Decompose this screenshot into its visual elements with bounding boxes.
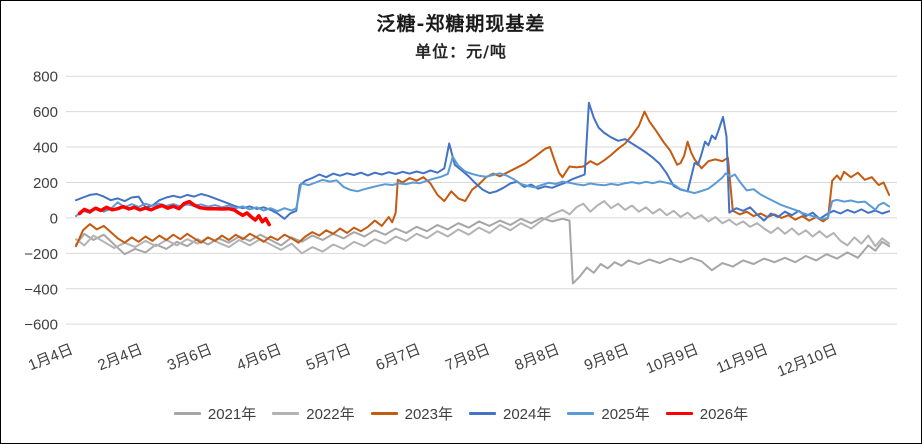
legend-label: 2022年 [306, 406, 355, 423]
legend-label: 2025年 [601, 406, 650, 423]
legend-line-marker [173, 412, 201, 415]
plot-area: 800 600 400 200 0 −200 −400 −600 1月4日 2月4日 3月6日 4月6… [24, 69, 897, 381]
x-axis-tick-label: 10月9日 [644, 341, 701, 377]
legend: 2021年 2022年 2023年 2024年 2025年 2026年 [1, 403, 921, 424]
legend-item-2023: 2023年 [370, 403, 453, 424]
legend-item-2024: 2024年 [469, 403, 551, 424]
series-line-2022 [75, 200, 891, 255]
y-axis-tick-label: −400 [24, 281, 58, 298]
legend-line-marker [469, 412, 496, 415]
legend-label: 2021年 [207, 406, 257, 423]
series-line-2025 [75, 155, 891, 221]
series-line-2023 [75, 110, 891, 248]
x-axis-tick-label: 7月8日 [443, 341, 493, 374]
chart-title: 泛糖-郑糖期现基差 [376, 13, 546, 35]
chart-subtitle: 单位：元/吨 [415, 42, 507, 61]
y-axis-tick-label: 0 [50, 210, 58, 227]
legend-line-marker [272, 412, 300, 415]
y-axis-tick-label: 200 [33, 175, 58, 192]
legend-label: 2026年 [699, 406, 749, 423]
legend-label: 2023年 [404, 406, 453, 423]
y-axis-tick-label: −600 [24, 317, 58, 334]
y-axis-tick-label: −200 [24, 246, 58, 263]
legend-item-2026: 2026年 [665, 403, 749, 424]
legend-line-marker [370, 412, 398, 415]
x-axis-tick-label: 5月7日 [304, 341, 354, 374]
x-axis-tick-label: 12月10日 [775, 341, 840, 381]
y-axis-tick-label: 800 [33, 69, 58, 86]
y-axis-tick-label: 400 [33, 140, 58, 157]
series-line-2021 [75, 216, 891, 285]
series-line-2024 [75, 101, 891, 222]
x-axis-tick-label: 6月7日 [373, 341, 423, 374]
legend-line-marker [567, 412, 595, 415]
legend-line-marker [665, 411, 693, 416]
legend-item-2022: 2022年 [272, 403, 355, 424]
x-axis-tick-label: 8月8日 [512, 341, 562, 374]
y-axis-tick-label: 600 [33, 104, 58, 121]
x-axis-tick-label: 9月8日 [582, 341, 632, 374]
x-axis-tick-label: 3月6日 [165, 341, 215, 374]
legend-item-2025: 2025年 [567, 403, 650, 424]
legend-label: 2024年 [503, 406, 552, 423]
legend-item-2021: 2021年 [173, 403, 257, 424]
x-axis-tick-label: 4月6日 [234, 341, 284, 374]
series-line-2026 [77, 199, 271, 227]
x-axis-tick-label: 1月4日 [26, 341, 76, 374]
x-axis-tick-label: 2月4日 [95, 341, 145, 374]
x-axis-tick-label: 11月9日 [714, 341, 770, 377]
